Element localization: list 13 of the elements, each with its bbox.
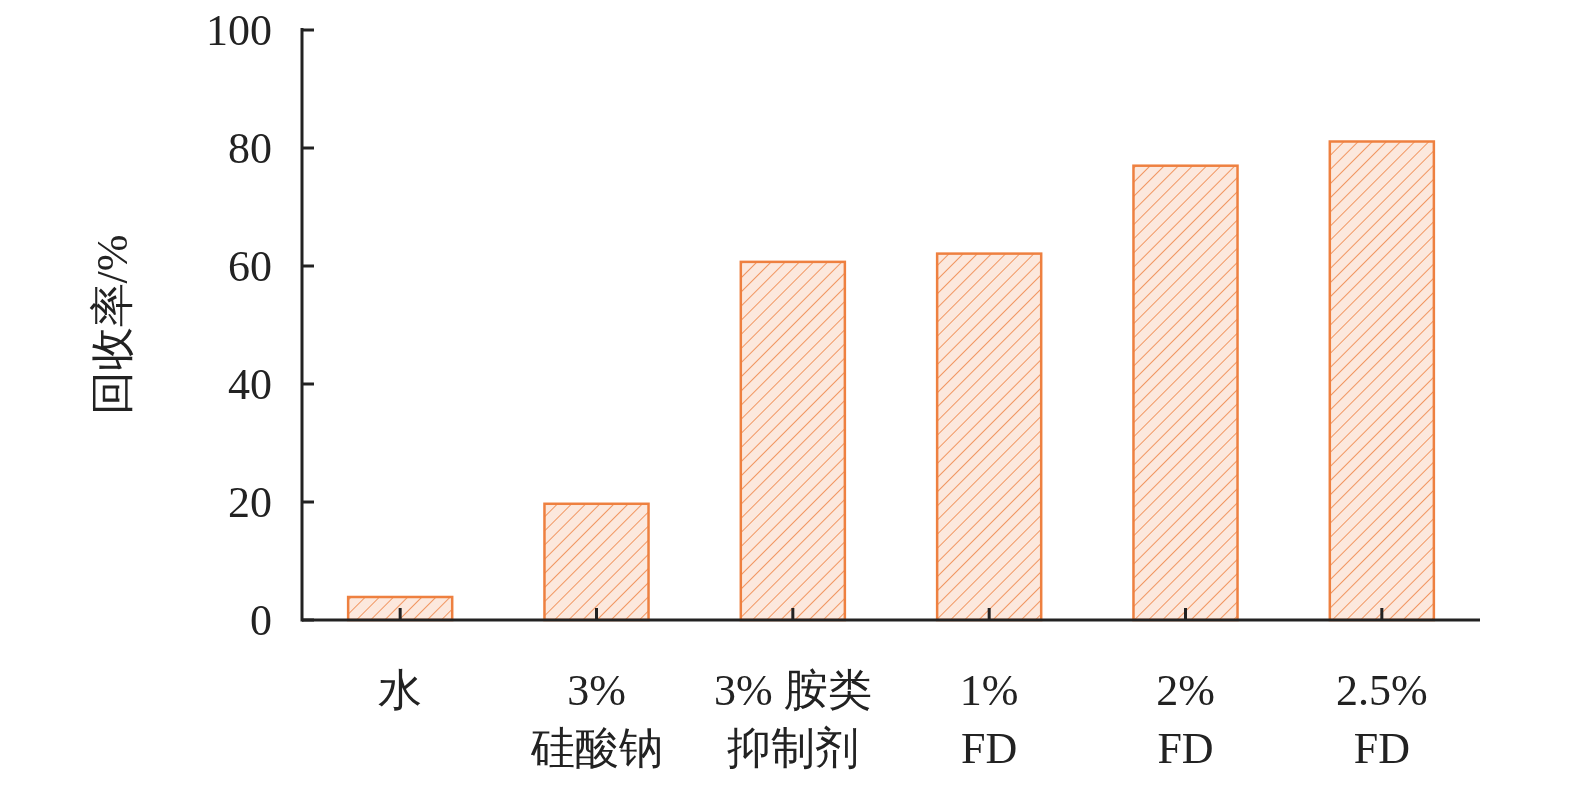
y-tick-label: 0 [250,595,272,645]
x-tick-label: 1% FD [959,666,1019,773]
y-tick-label: 40 [228,359,272,409]
x-tick-label: 2.5% FD [1336,666,1428,773]
y-tick-label: 100 [206,5,272,55]
y-tick-label: 60 [228,241,272,291]
x-tick-label: 3% 硅酸钠 [529,666,663,773]
y-tick-label: 20 [228,477,272,527]
x-tick-label: 3% 胺类抑制剂 [714,666,872,773]
y-tick-label: 80 [228,123,272,173]
y-axis-title: 回收率/% [87,234,137,416]
x-tick-label: 2% FD [1156,666,1215,773]
x-tick-label: 水 [378,666,423,715]
